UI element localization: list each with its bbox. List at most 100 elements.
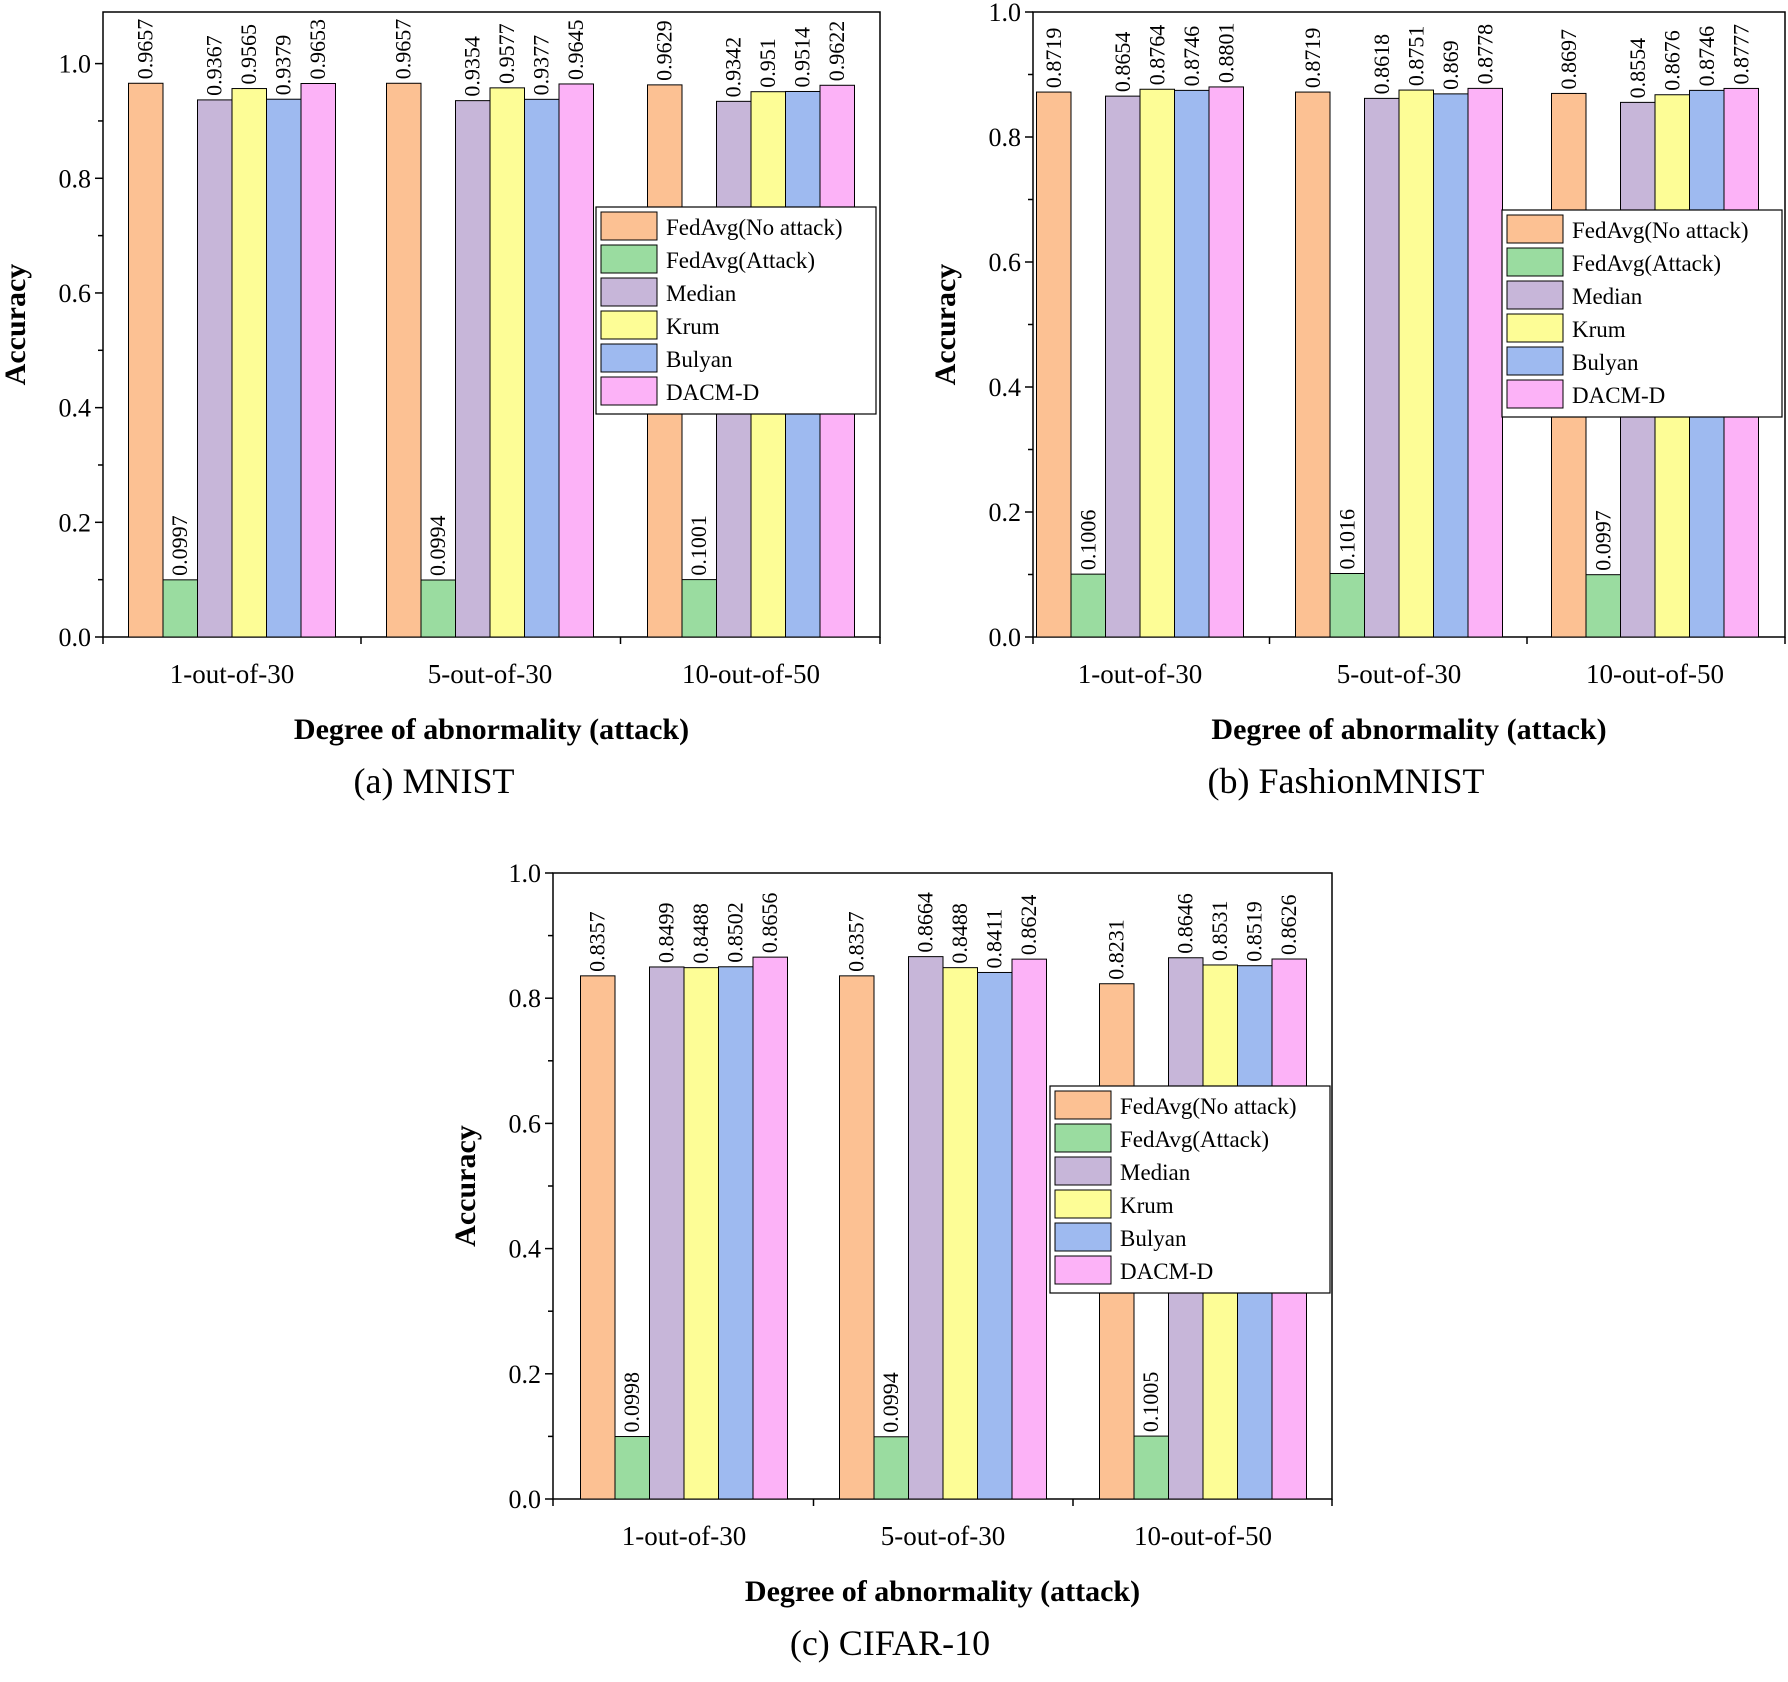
y-tick-label: 0.8 <box>509 984 542 1013</box>
bar-value-label: 0.0997 <box>167 515 192 576</box>
bar-Median <box>1364 97 1400 638</box>
legend-swatch <box>1506 346 1564 376</box>
bar-value-label: 0.8654 <box>1110 32 1135 93</box>
bar-value-label: 0.8646 <box>1173 893 1198 954</box>
x-category-label: 10-out-of-50 <box>1134 1521 1272 1551</box>
chart-panel-1: 0.0 0.2 0.4 0.6 0.8 1.0 0.9657 0.0997 0.9367 0.95… <box>0 11 881 801</box>
legend-swatch <box>1054 1156 1112 1186</box>
y-tick-label: 0.4 <box>989 373 1022 402</box>
bar-value-label: 0.8626 <box>1276 895 1301 956</box>
bar-value-label: 0.0998 <box>619 1372 644 1433</box>
legend-entry: FedAvg(Attack) <box>1120 1127 1269 1152</box>
bar-FedAvg(No attack) <box>386 82 422 638</box>
y-tick-label: 0.2 <box>59 508 92 537</box>
bar-FedAvg(No attack) <box>839 975 875 1500</box>
bar-value-label: 0.9354 <box>460 36 485 97</box>
bar-value-label: 0.9379 <box>271 35 296 96</box>
legend-swatch <box>1054 1255 1112 1285</box>
bar-value-label: 0.8746 <box>1694 26 1719 87</box>
bar-Krum <box>1398 89 1434 638</box>
legend-swatch <box>1054 1222 1112 1252</box>
bar-Bulyan <box>1174 89 1210 638</box>
bar-FedAvg(No attack) <box>1295 91 1331 638</box>
bar-value-label: 0.8554 <box>1625 38 1650 99</box>
y-tick-label: 0.2 <box>989 498 1022 527</box>
bar-value-label: 0.8499 <box>654 902 679 963</box>
chart-panel-2: 0.0 0.2 0.4 0.6 0.8 1.0 0.8719 0.1006 0.8654 0.87… <box>929 0 1786 801</box>
legend-entry: FedAvg(No attack) <box>1572 218 1749 243</box>
bar-Median <box>1105 95 1141 638</box>
legend-swatch <box>1506 313 1564 343</box>
bar-value-label: 0.8357 <box>844 911 869 972</box>
legend-swatch <box>600 376 658 406</box>
bar-value-label: 0.869 <box>1438 40 1463 90</box>
y-tick-label: 0.0 <box>509 1485 542 1514</box>
bar-FedAvg(No attack) <box>580 975 616 1500</box>
bar-value-label: 0.8746 <box>1179 26 1204 87</box>
legend-entry: Krum <box>666 314 720 339</box>
legend-swatch <box>1506 280 1564 310</box>
bar-FedAvg(Attack) <box>1329 573 1365 638</box>
legend-entry: DACM-D <box>1120 1259 1213 1284</box>
y-tick-label: 1.0 <box>989 0 1022 27</box>
bar-Median <box>908 956 944 1500</box>
bar-FedAvg(Attack) <box>873 1436 909 1500</box>
y-tick-label: 0.4 <box>59 394 92 423</box>
bar-value-label: 0.1005 <box>1138 1372 1163 1433</box>
legend-entry: Median <box>666 281 737 306</box>
bar-value-label: 0.8411 <box>982 909 1007 969</box>
bar-Krum <box>1139 88 1175 638</box>
y-tick-label: 0.2 <box>509 1360 542 1389</box>
bar-value-label: 0.951 <box>755 38 780 88</box>
bar-value-label: 0.8357 <box>585 911 610 972</box>
x-category-label: 1-out-of-30 <box>1078 659 1202 689</box>
bar-value-label: 0.8751 <box>1403 26 1428 87</box>
bar-Krum <box>942 967 978 1500</box>
bar-value-label: 0.9577 <box>494 23 519 84</box>
bar-value-label: 0.8719 <box>1300 28 1325 89</box>
bar-value-label: 0.8618 <box>1369 34 1394 95</box>
x-axis-title: Degree of abnormality (attack) <box>1211 713 1606 746</box>
bar-value-label: 0.8778 <box>1472 24 1497 85</box>
y-tick-label: 0.0 <box>59 623 92 652</box>
bar-Bulyan <box>977 971 1013 1500</box>
legend-swatch <box>1054 1189 1112 1219</box>
bar-value-label: 0.8502 <box>723 902 748 963</box>
bar-value-label: 0.9342 <box>721 37 746 98</box>
legend-entry: Krum <box>1120 1193 1174 1218</box>
legend-entry: FedAvg(Attack) <box>1572 251 1721 276</box>
legend-swatch <box>1506 214 1564 244</box>
bar-Bulyan <box>266 98 302 638</box>
legend-swatch <box>1506 379 1564 409</box>
legend-entry: Bulyan <box>666 347 733 372</box>
panel-caption: (c) CIFAR-10 <box>790 1623 990 1663</box>
bar-value-label: 0.9377 <box>529 35 554 96</box>
y-tick-label: 0.0 <box>989 623 1022 652</box>
y-tick-label: 0.6 <box>59 279 92 308</box>
legend-swatch <box>1506 247 1564 277</box>
bar-value-label: 0.9653 <box>305 19 330 80</box>
chart-panel-3: 0.0 0.2 0.4 0.6 0.8 1.0 0.8357 0.0998 0.8499 0.84… <box>449 859 1333 1663</box>
bar-value-label: 0.8764 <box>1144 25 1169 86</box>
bar-value-label: 0.8777 <box>1728 24 1753 85</box>
bar-Krum <box>683 967 719 1500</box>
bar-value-label: 0.9657 <box>391 19 416 80</box>
legend-entry: Bulyan <box>1120 1226 1187 1251</box>
legend-entry: Median <box>1120 1160 1191 1185</box>
y-tick-label: 1.0 <box>59 50 92 79</box>
bar-value-label: 0.9367 <box>202 35 227 96</box>
bar-DACM-D <box>1208 86 1244 638</box>
legend-swatch <box>600 244 658 274</box>
legend-swatch <box>1054 1090 1112 1120</box>
x-axis-title: Degree of abnormality (attack) <box>294 713 689 746</box>
bar-value-label: 0.9514 <box>790 27 815 88</box>
legend-entry: Krum <box>1572 317 1626 342</box>
bar-FedAvg(Attack) <box>420 579 456 638</box>
x-category-label: 5-out-of-30 <box>428 659 552 689</box>
bar-value-label: 0.8664 <box>913 892 938 953</box>
y-axis-title: Accuracy <box>449 1125 482 1247</box>
bar-DACM-D <box>1011 958 1047 1500</box>
bar-value-label: 0.9622 <box>824 21 849 82</box>
bar-value-label: 0.8488 <box>688 903 713 964</box>
